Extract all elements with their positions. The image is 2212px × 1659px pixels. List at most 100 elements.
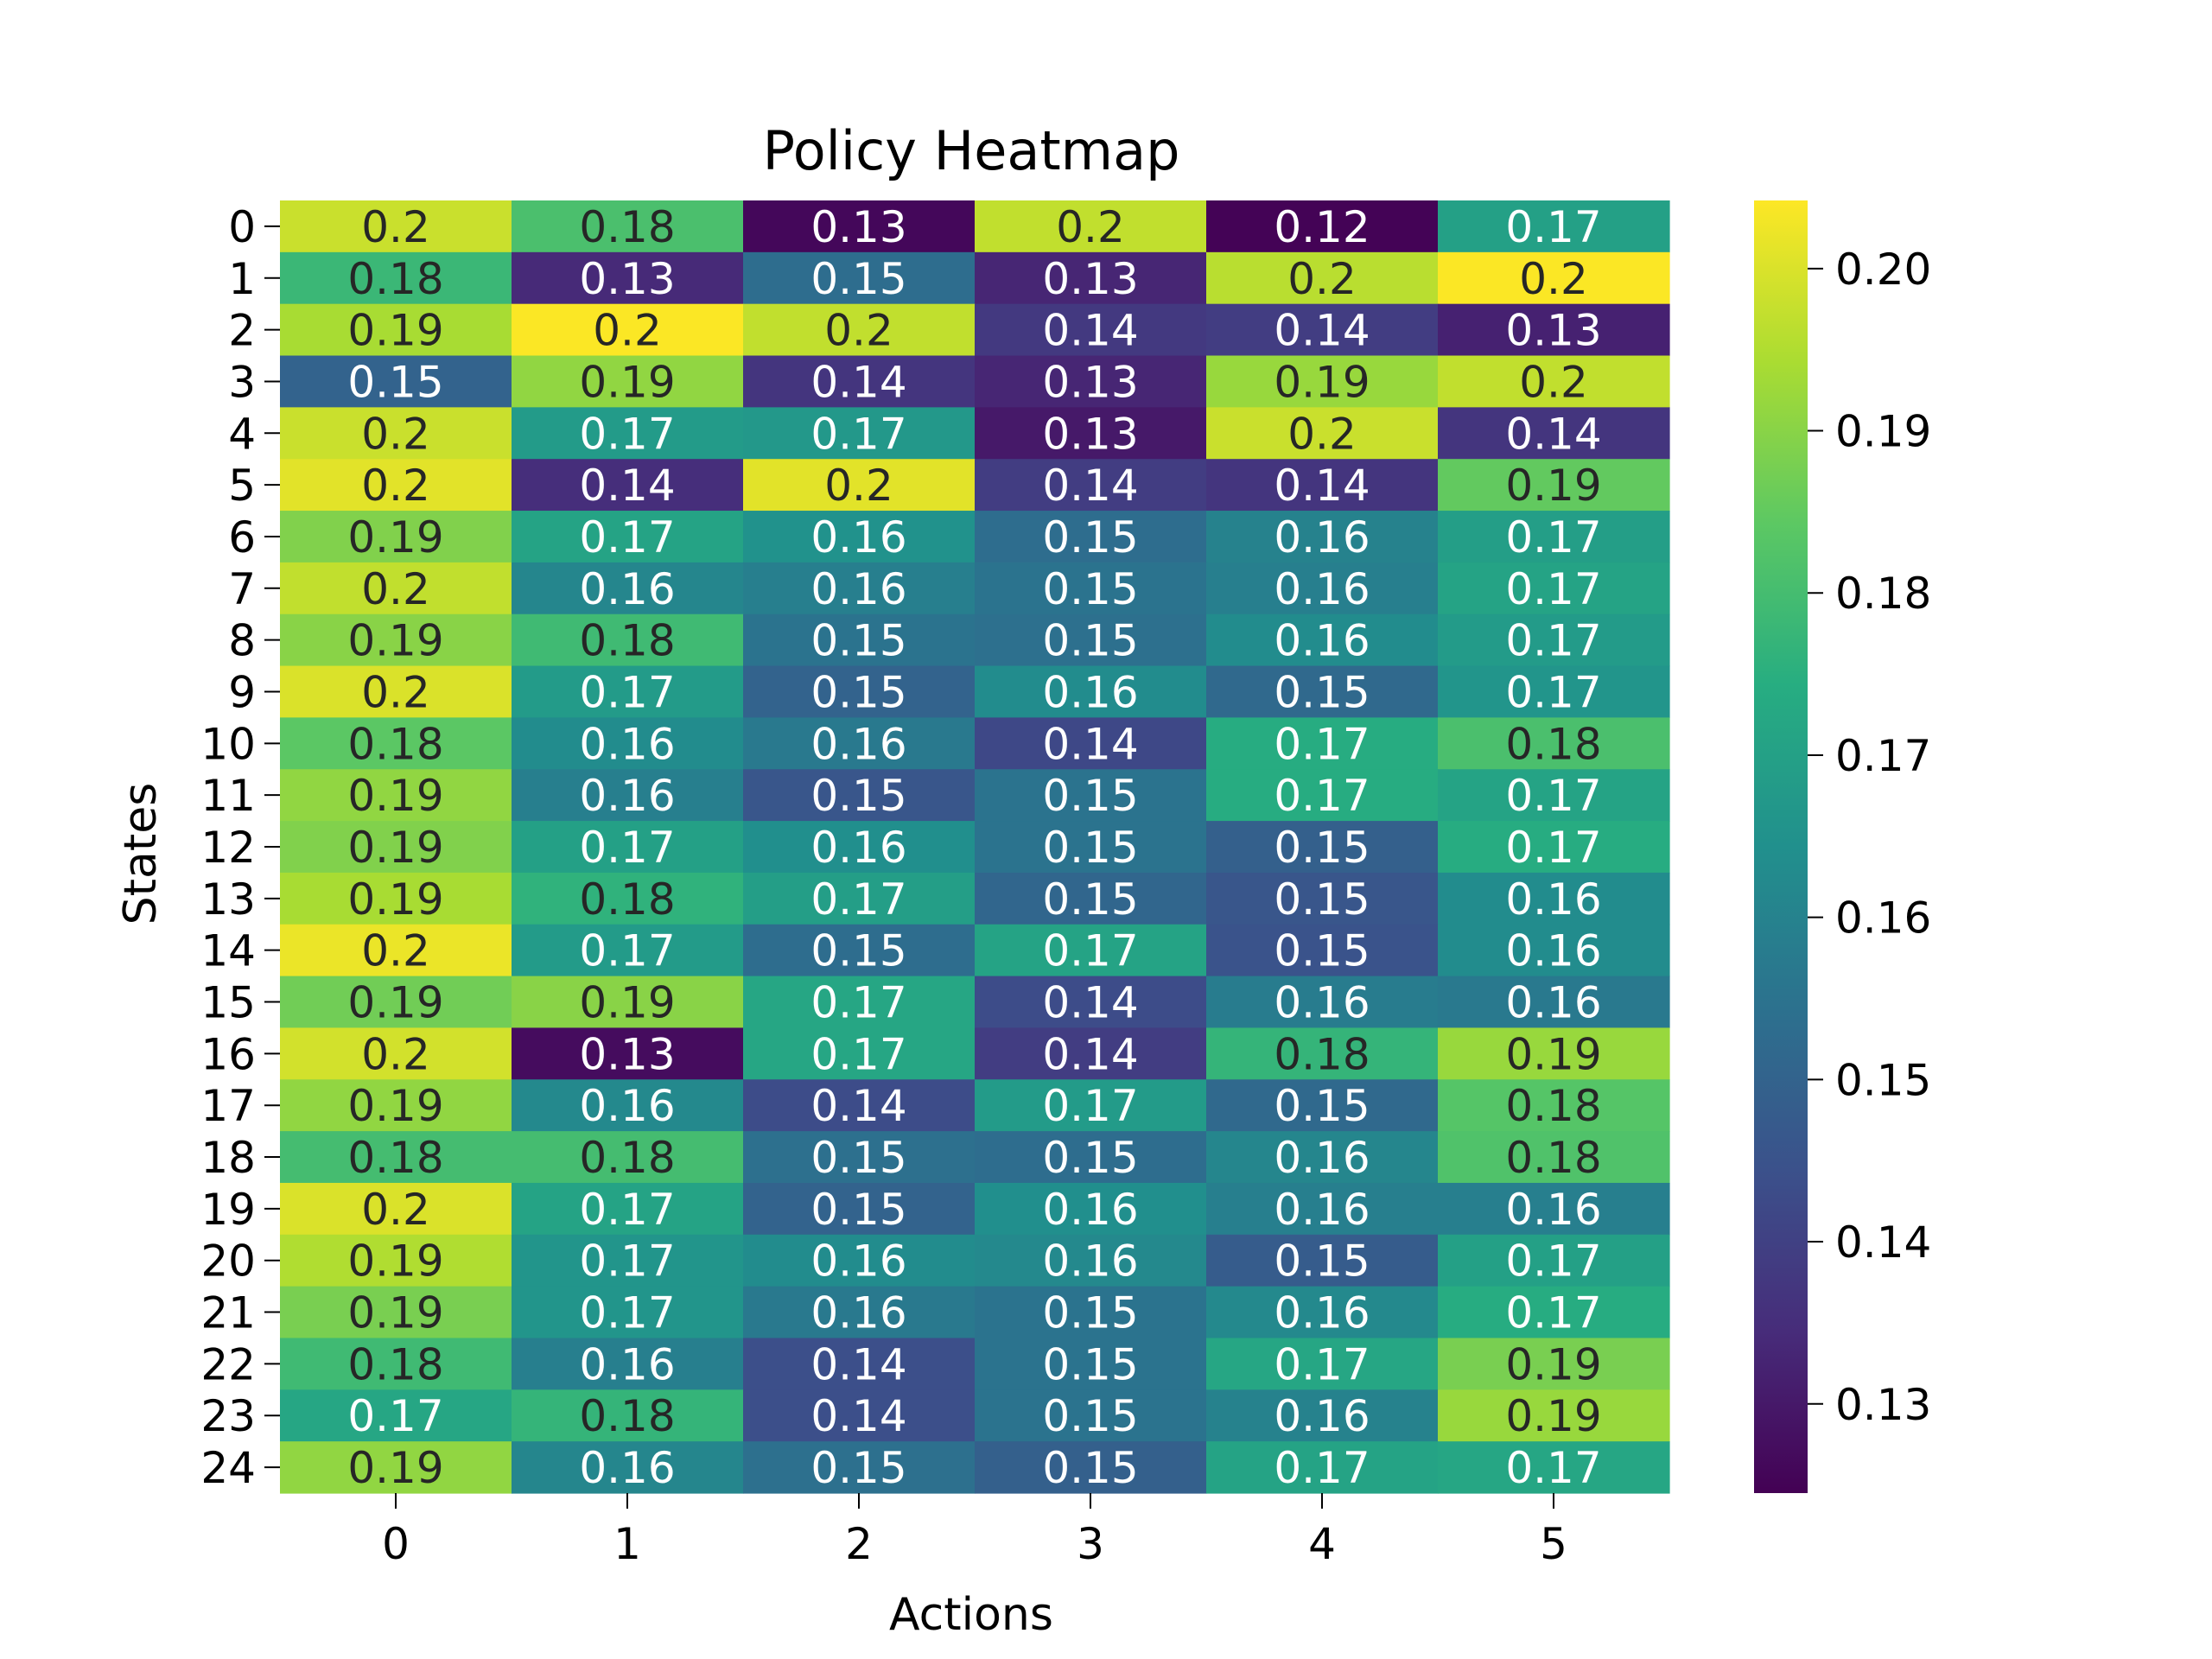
heatmap-cell-label-19-1: 0.17 — [579, 1185, 675, 1235]
heatmap-cell-19-0 — [280, 1182, 512, 1236]
heatmap-cell-0-4 — [1206, 200, 1439, 253]
heatmap-cell-label-9-0: 0.2 — [361, 667, 430, 717]
heatmap-cell-label-20-1: 0.17 — [579, 1236, 675, 1287]
heatmap-cell-13-1 — [512, 872, 744, 925]
heatmap-cell-10-2 — [743, 717, 976, 770]
heatmap-cell-16-3 — [975, 1027, 1207, 1080]
heatmap-cell-label-2-5: 0.13 — [1505, 306, 1601, 356]
heatmap-cell-label-4-4: 0.2 — [1287, 409, 1357, 459]
heatmap-cell-17-3 — [975, 1079, 1207, 1132]
heatmap-cell-label-14-4: 0.15 — [1274, 926, 1370, 976]
heatmap-cell-20-3 — [975, 1234, 1207, 1287]
heatmap-cell-label-20-3: 0.16 — [1042, 1236, 1138, 1287]
heatmap-cell-5-3 — [975, 459, 1207, 512]
heatmap-cell-label-9-1: 0.17 — [579, 667, 675, 717]
heatmap-cell-label-3-0: 0.15 — [347, 357, 443, 407]
heatmap-cell-label-15-2: 0.17 — [810, 978, 906, 1028]
heatmap-cell-label-0-4: 0.12 — [1274, 202, 1370, 252]
chart-title: Policy Heatmap — [763, 119, 1180, 182]
heatmap-cell-label-18-3: 0.15 — [1042, 1133, 1138, 1183]
heatmap-cell-label-14-2: 0.15 — [810, 926, 906, 976]
heatmap-cell-21-2 — [743, 1286, 976, 1339]
heatmap-cell-label-22-4: 0.17 — [1274, 1339, 1370, 1389]
heatmap-cell-label-8-3: 0.15 — [1042, 616, 1138, 666]
heatmap-cell-label-16-3: 0.14 — [1042, 1029, 1138, 1079]
heatmap-cell-12-3 — [975, 821, 1207, 874]
heatmap-cell-0-2 — [743, 200, 976, 253]
heatmap-cell-23-1 — [512, 1389, 744, 1442]
heatmap-cell-label-10-1: 0.16 — [579, 719, 675, 769]
heatmap-cell-label-13-3: 0.15 — [1042, 874, 1138, 925]
heatmap-cell-label-2-0: 0.19 — [347, 306, 443, 356]
heatmap-cell-9-1 — [512, 665, 744, 718]
heatmap-cell-7-1 — [512, 562, 744, 615]
colorbar-tick-label-0: 0.13 — [1835, 1380, 1931, 1430]
heatmap-cell-label-7-0: 0.2 — [361, 564, 430, 614]
heatmap-cell-label-10-2: 0.16 — [810, 719, 906, 769]
heatmap-cell-1-0 — [280, 251, 512, 305]
heatmap-cell-label-15-1: 0.19 — [579, 978, 675, 1028]
heatmap-cell-label-13-0: 0.19 — [347, 874, 443, 925]
heatmap-cell-12-1 — [512, 821, 744, 874]
heatmap-cell-label-0-3: 0.2 — [1056, 202, 1125, 252]
heatmap-cell-label-0-0: 0.2 — [361, 202, 430, 252]
heatmap-cell-11-5 — [1438, 769, 1670, 822]
heatmap-cell-20-2 — [743, 1234, 976, 1287]
heatmap-cell-label-21-2: 0.16 — [810, 1288, 906, 1338]
heatmap-cell-0-5 — [1438, 200, 1670, 253]
heatmap-cell-label-7-3: 0.15 — [1042, 564, 1138, 614]
heatmap-cell-12-5 — [1438, 821, 1670, 874]
heatmap-cells — [280, 200, 1670, 1494]
heatmap-cell-label-9-3: 0.16 — [1042, 667, 1138, 717]
heatmap-cell-label-4-2: 0.17 — [810, 409, 906, 459]
heatmap-cell-23-3 — [975, 1389, 1207, 1442]
heatmap-cell-label-0-5: 0.17 — [1505, 202, 1601, 252]
heatmap-cell-label-7-1: 0.16 — [579, 564, 675, 614]
heatmap-cell-19-3 — [975, 1182, 1207, 1236]
heatmap-cell-label-5-2: 0.2 — [824, 461, 893, 511]
heatmap-cell-3-4 — [1206, 355, 1439, 408]
heatmap-cell-7-2 — [743, 562, 976, 615]
heatmap-cell-17-1 — [512, 1079, 744, 1132]
heatmap-cell-11-2 — [743, 769, 976, 822]
heatmap-cell-14-3 — [975, 924, 1207, 977]
y-tick-label-11: 11 — [200, 771, 256, 821]
heatmap-cell-label-19-2: 0.15 — [810, 1185, 906, 1235]
heatmap-cell-1-4 — [1206, 251, 1439, 305]
heatmap-cell-22-0 — [280, 1338, 512, 1390]
heatmap-cell-5-0 — [280, 459, 512, 512]
heatmap-cell-label-12-5: 0.17 — [1505, 823, 1601, 873]
heatmap-cell-label-5-0: 0.2 — [361, 461, 430, 511]
heatmap-cell-22-4 — [1206, 1338, 1439, 1390]
heatmap-cell-label-20-5: 0.17 — [1505, 1236, 1601, 1287]
heatmap-cell-22-3 — [975, 1338, 1207, 1390]
heatmap-cell-10-1 — [512, 717, 744, 770]
heatmap-cell-label-20-2: 0.16 — [810, 1236, 906, 1287]
heatmap-cell-18-5 — [1438, 1131, 1670, 1184]
y-tick-label-14: 14 — [200, 926, 256, 976]
heatmap-cell-label-19-3: 0.16 — [1042, 1185, 1138, 1235]
heatmap-cell-15-0 — [280, 976, 512, 1029]
heatmap-cell-19-2 — [743, 1182, 976, 1236]
heatmap-cell-label-17-5: 0.18 — [1505, 1081, 1601, 1131]
heatmap-cell-4-3 — [975, 407, 1207, 460]
heatmap-cell-7-5 — [1438, 562, 1670, 615]
heatmap-cell-label-24-0: 0.19 — [347, 1443, 443, 1493]
colorbar-tick-label-5: 0.18 — [1835, 569, 1931, 619]
heatmap-cell-21-1 — [512, 1286, 744, 1339]
heatmap-cell-14-2 — [743, 924, 976, 977]
y-tick-label-20: 20 — [200, 1236, 256, 1287]
heatmap-cell-label-1-1: 0.13 — [579, 254, 675, 304]
heatmap-cell-label-23-2: 0.14 — [810, 1391, 906, 1441]
heatmap-cell-label-6-0: 0.19 — [347, 512, 443, 563]
heatmap-cell-label-24-5: 0.17 — [1505, 1443, 1601, 1493]
heatmap-cell-14-5 — [1438, 924, 1670, 977]
heatmap-cell-label-6-2: 0.16 — [810, 512, 906, 563]
heatmap-cell-label-3-2: 0.14 — [810, 357, 906, 407]
heatmap-cell-18-0 — [280, 1131, 512, 1184]
heatmap-cell-11-3 — [975, 769, 1207, 822]
heatmap-cell-18-3 — [975, 1131, 1207, 1184]
heatmap-cell-21-3 — [975, 1286, 1207, 1339]
heatmap-cell-5-5 — [1438, 459, 1670, 512]
heatmap-cell-23-2 — [743, 1389, 976, 1442]
